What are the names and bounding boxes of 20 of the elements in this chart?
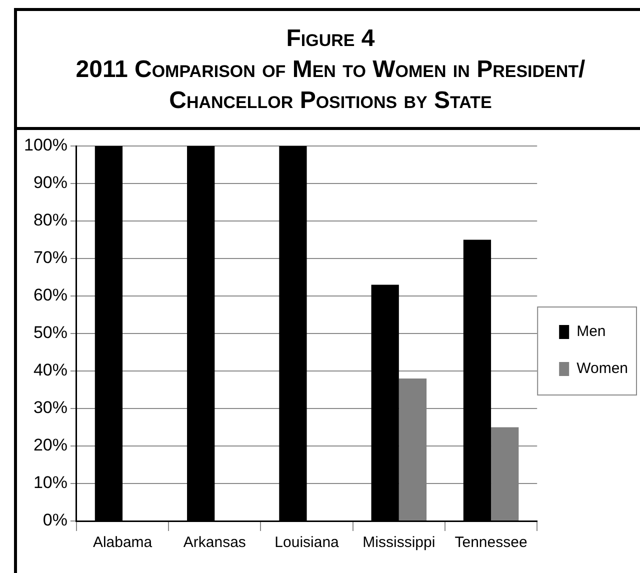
x-tick-label: Arkansas: [183, 534, 246, 552]
chart-subtitle: 2011 Comparison of Men to Women in President/ Chancellor Positions by State: [74, 55, 586, 116]
y-tick-label: 60%: [33, 286, 68, 305]
x-tick-label: Louisiana: [274, 534, 340, 552]
x-tick-label: Tennessee: [454, 534, 528, 552]
y-tick-label: 0%: [42, 510, 68, 530]
y-tick-label: 80%: [33, 210, 68, 230]
legend-label: Men: [576, 323, 606, 340]
y-tick-label: 100%: [24, 136, 68, 155]
legend-label: Women: [576, 360, 628, 378]
y-tick-label: 50%: [33, 323, 68, 342]
x-tick-label: Mississippi: [362, 534, 436, 552]
y-tick-label: 90%: [33, 173, 68, 192]
y-tick-label: 40%: [33, 360, 68, 380]
y-tick-label: 10%: [33, 473, 68, 492]
y-tick-label: 30%: [33, 398, 68, 418]
y-tick-label: 20%: [33, 436, 68, 455]
y-tick-label: 70%: [33, 248, 68, 268]
x-tick-label: Alabama: [92, 534, 153, 552]
chart-title: Figure 4: [285, 24, 376, 54]
